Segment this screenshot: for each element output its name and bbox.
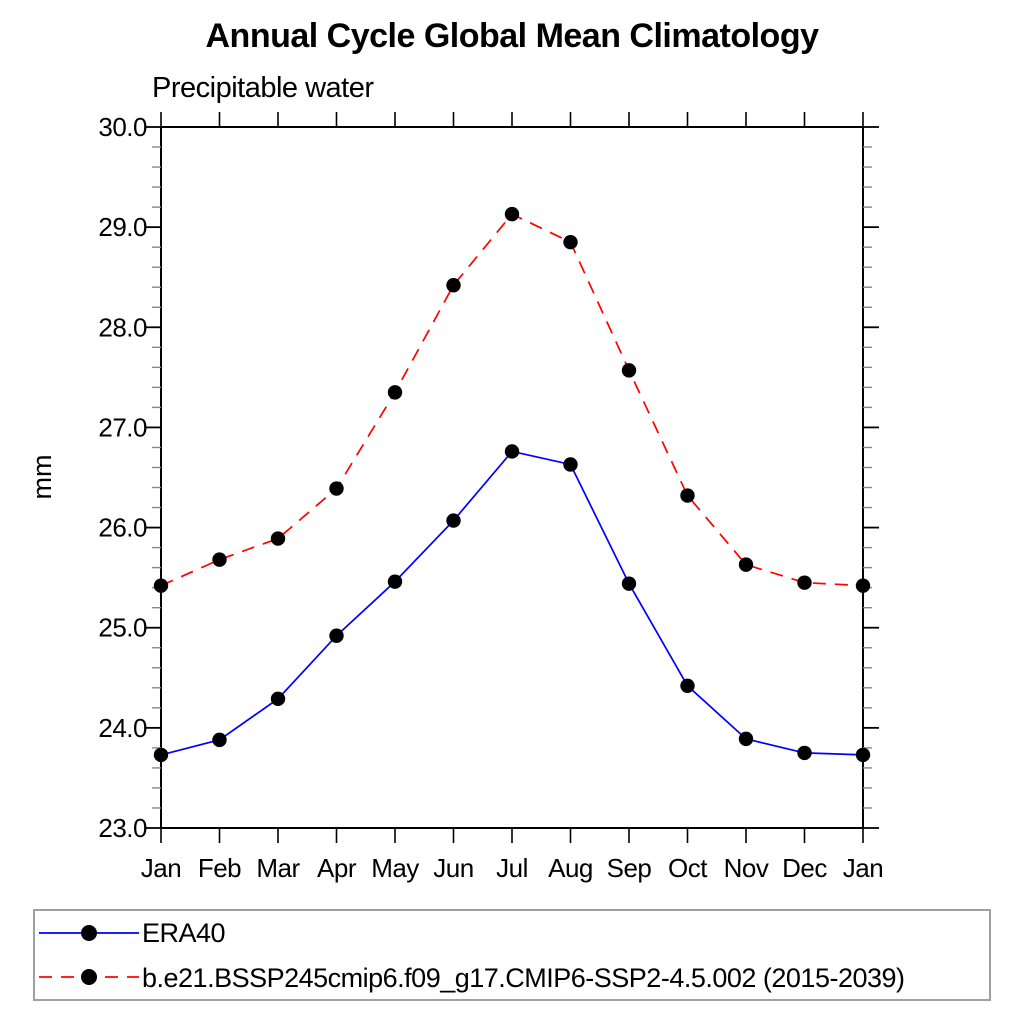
data-point-marker-1 (446, 278, 461, 293)
chart-subtitle: Precipitable water (152, 72, 374, 104)
legend-label-model: b.e21.BSSP245cmip6.f09_g17.CMIP6-SSP2-4.… (142, 963, 905, 993)
data-point-marker-1 (680, 488, 695, 503)
data-point-marker-0 (153, 747, 169, 763)
x-tick-label: Oct (668, 853, 708, 883)
legend-box (33, 909, 991, 1001)
y-tick-label: 27.0 (98, 412, 147, 442)
data-point-marker-0 (738, 731, 754, 747)
chart-title: Annual Cycle Global Mean Climatology (206, 17, 820, 55)
x-tick-label: Jan (141, 853, 181, 883)
y-tick-label: 24.0 (98, 713, 147, 743)
data-point-marker-1 (738, 557, 754, 572)
data-point-marker-0 (212, 732, 227, 748)
data-point-marker-1 (621, 363, 637, 378)
data-point-marker-1 (504, 206, 520, 222)
legend-label-era40: ERA40 (142, 918, 225, 948)
data-point-marker-0 (855, 747, 871, 763)
x-tick-label: Nov (724, 853, 769, 883)
data-point-marker-1 (212, 552, 227, 567)
data-point-marker-0 (563, 457, 578, 472)
y-tick-label: 25.0 (98, 613, 147, 643)
legend-sample-marker-0 (81, 925, 97, 941)
data-point-marker-0 (621, 576, 637, 591)
plot-box (160, 126, 864, 829)
data-point-marker-0 (446, 513, 461, 528)
y-axis-label: mm (27, 455, 57, 500)
data-point-marker-1 (855, 578, 871, 593)
data-point-marker-0 (329, 628, 344, 643)
x-tick-label: Mar (256, 853, 300, 883)
data-point-marker-0 (387, 574, 403, 589)
y-tick-label: 26.0 (98, 513, 147, 543)
x-tick-label: May (371, 853, 419, 883)
data-point-marker-0 (680, 678, 695, 693)
legend: ERA40 b.e21.BSSP245cmip6.f09_g17.CMIP6-S… (33, 909, 991, 1001)
x-tick-label: Dec (782, 853, 827, 883)
data-point-marker-1 (797, 575, 812, 590)
y-tick-label: 23.0 (98, 813, 147, 843)
y-tick-label: 28.0 (98, 312, 147, 342)
x-tick-label: Jan (843, 853, 883, 883)
plot-area: 23.0 24.0 25.0 26.0 27.0 28.0 29.0 30.0 Jan Feb Ma… (98, 112, 884, 883)
data-point-marker-1 (387, 385, 403, 400)
x-tick-label: Jun (433, 853, 473, 883)
data-point-marker-0 (797, 745, 812, 761)
legend-samples (39, 925, 139, 985)
legend-sample-marker-1 (81, 969, 97, 985)
data-point-marker-0 (504, 444, 520, 459)
series-line-0 (160, 450, 864, 756)
data-point-marker-0 (270, 691, 286, 707)
x-tick-label: Sep (607, 853, 652, 883)
data-point-marker-1 (329, 481, 344, 496)
data-point-marker-1 (153, 578, 169, 593)
y-tick-label: 29.0 (98, 212, 147, 242)
data-point-marker-1 (270, 531, 286, 546)
x-tick-label: Aug (548, 853, 593, 883)
x-tick-label: Apr (317, 853, 357, 883)
series-line-1 (160, 213, 864, 587)
x-tick-label: Feb (198, 853, 241, 883)
data-point-marker-1 (563, 234, 578, 250)
y-tick-label: 30.0 (98, 112, 147, 142)
x-tick-label: Jul (496, 853, 528, 883)
